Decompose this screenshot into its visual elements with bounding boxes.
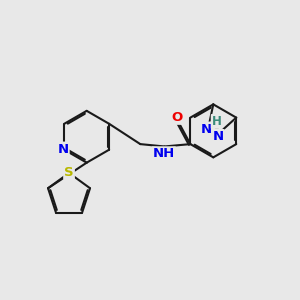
Text: N: N	[58, 142, 69, 156]
Text: H: H	[212, 115, 222, 128]
Text: S: S	[64, 166, 74, 179]
Text: O: O	[172, 111, 183, 124]
Text: NH: NH	[153, 147, 175, 160]
Text: N: N	[201, 123, 212, 136]
Text: N: N	[212, 130, 224, 143]
